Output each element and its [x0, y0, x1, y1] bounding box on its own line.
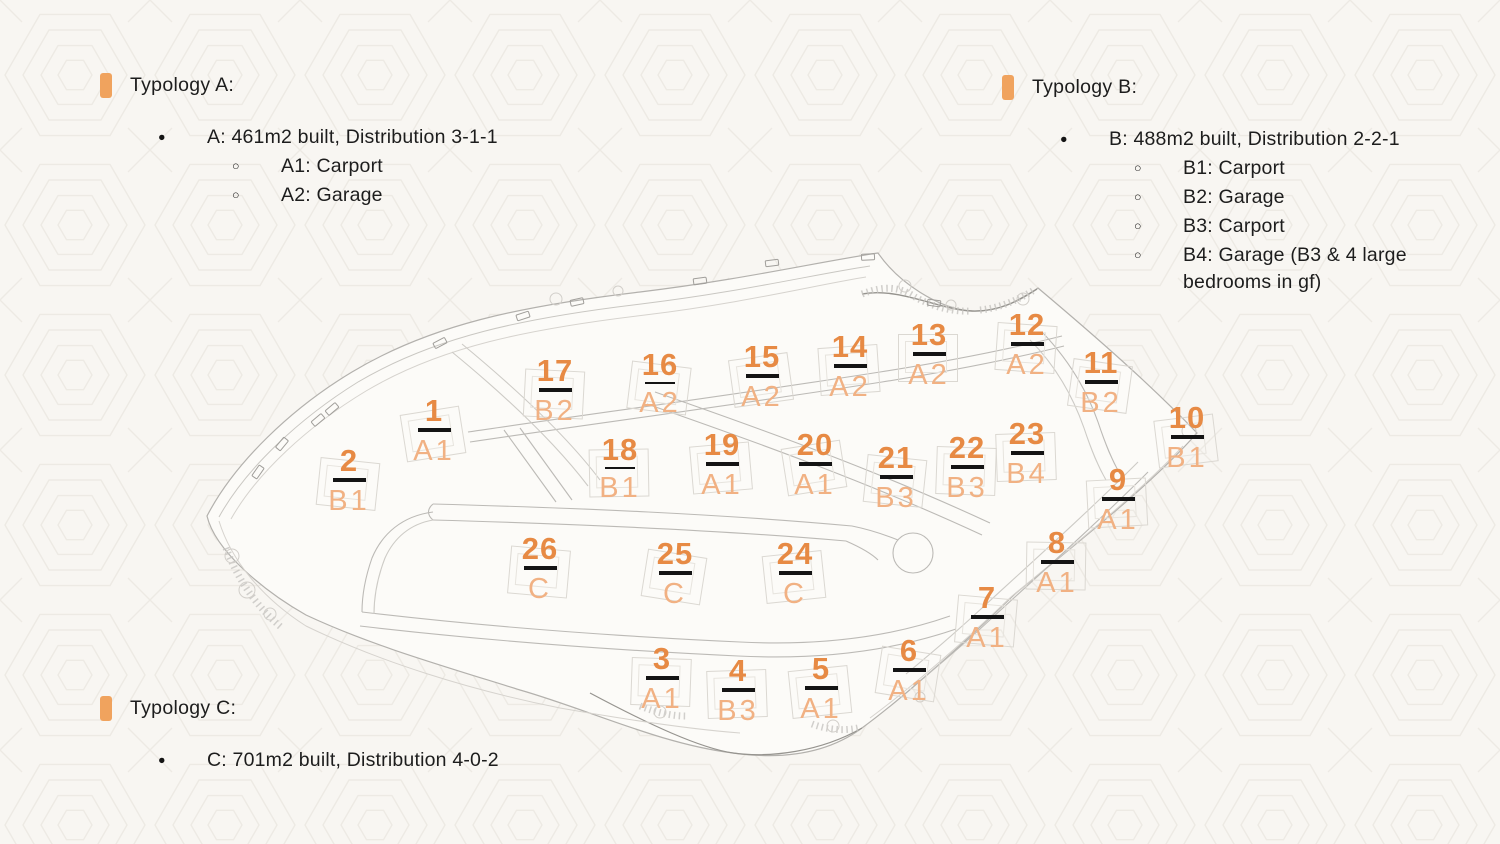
legend-item: ● C: 701m2 built, Distribution 4-0-2: [100, 747, 499, 774]
legend-typology-b: Typology B: ● B: 488m2 built, Distribution…: [1002, 75, 1407, 296]
legend-item-text: A2: Garage: [281, 184, 383, 206]
legend-title: Typology B:: [1032, 76, 1138, 98]
legend-item: ○ A1: Carport: [100, 153, 498, 180]
legend-header: Typology A:: [100, 73, 498, 98]
bullet-icon: ●: [1060, 132, 1068, 146]
cul-de-sac-circle: [892, 532, 934, 574]
legend-header: Typology C:: [100, 696, 499, 721]
bullet-icon: ●: [158, 130, 166, 144]
circle-bullet-icon: ○: [1134, 248, 1142, 262]
legend-title: Typology A:: [130, 74, 235, 96]
circle-bullet-icon: ○: [1134, 219, 1142, 233]
legend-header: Typology B:: [1002, 75, 1407, 100]
legend-item: ○ B3: Carport: [1002, 213, 1407, 240]
legend-item-text: B1: Carport: [1183, 157, 1285, 179]
legend-item: ○ B4: Garage (B3 & 4 large bedrooms in gf…: [1002, 242, 1407, 296]
circle-bullet-icon: ○: [232, 188, 240, 202]
legend-item: ● B: 488m2 built, Distribution 2-2-1: [1002, 126, 1407, 153]
legend-item-text: B4: Garage (B3 & 4 large bedrooms in gf): [1183, 244, 1407, 293]
legend-item-text: B3: Carport: [1183, 215, 1285, 237]
car-glyphs: [251, 253, 942, 480]
legend-item-text: A: 461m2 built, Distribution 3-1-1: [207, 126, 498, 148]
circle-bullet-icon: ○: [1134, 190, 1142, 204]
legend-item-text: B: 488m2 built, Distribution 2-2-1: [1109, 128, 1400, 150]
circle-bullet-icon: ○: [232, 159, 240, 173]
legend-bullet-icon: [100, 696, 112, 721]
legend-item: ○ B2: Garage: [1002, 184, 1407, 211]
house-footprint: [898, 334, 958, 382]
legend-typology-c: Typology C: ● C: 701m2 built, Distribution…: [100, 696, 499, 774]
circle-bullet-icon: ○: [1134, 161, 1142, 175]
legend-typology-a: Typology A: ● A: 461m2 built, Distribution…: [100, 73, 498, 209]
legend-item-text: B2: Garage: [1183, 186, 1285, 208]
legend-item-text: A1: Carport: [281, 155, 383, 177]
legend-item-text: C: 701m2 built, Distribution 4-0-2: [207, 749, 499, 771]
legend-item: ○ A2: Garage: [100, 182, 498, 209]
legend-bullet-icon: [1002, 75, 1014, 100]
foliage-band: [222, 284, 1036, 734]
legend-item: ○ B1: Carport: [1002, 155, 1407, 182]
legend-item: ● A: 461m2 built, Distribution 3-1-1: [100, 124, 498, 151]
legend-bullet-icon: [100, 73, 112, 98]
legend-title: Typology C:: [130, 697, 237, 719]
bullet-icon: ●: [158, 753, 166, 767]
